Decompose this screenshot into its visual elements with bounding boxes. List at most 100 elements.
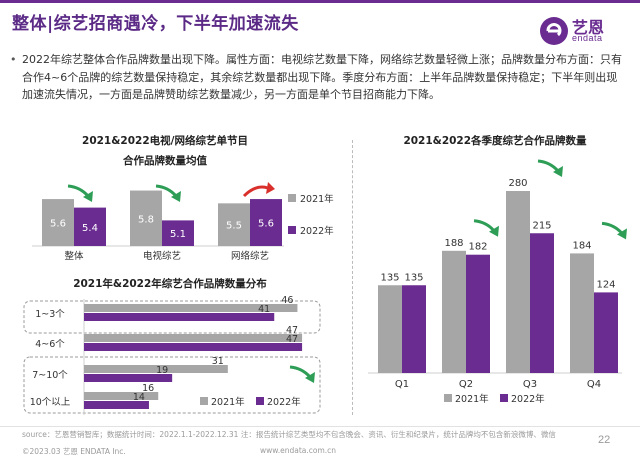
chart3-legend-swatch-0 — [444, 394, 452, 402]
chart2-legend-label-1: 2022年 — [267, 396, 301, 408]
chart3-trend-arrow-1-icon — [473, 219, 496, 232]
chart-divider — [352, 140, 353, 415]
chart1-trend-arrow-0-icon-head — [83, 191, 93, 202]
copyright: ©2023.03 艺恩 ENDATA Inc. — [22, 447, 126, 456]
chart1-bar-电视综艺-2021年 — [130, 190, 162, 246]
chart2-bar-10个以上-2021年 — [84, 392, 159, 400]
chart2-value-7~10个-2022年: 19 — [156, 365, 168, 376]
chart3-bar-Q2-2021年 — [442, 250, 466, 373]
chart3-value-Q1-2022年: 135 — [404, 272, 423, 283]
source-note: source：艺恩营销智库；数据统计时间：2022.1.1-2022.12.31… — [22, 430, 556, 439]
summary-paragraph: • 2022年综艺整体合作品牌数量出现下降。属性方面：电视综艺数量下降，网络综艺… — [10, 51, 628, 104]
chart3-value-Q2-2022年: 182 — [468, 242, 487, 253]
chart2-value-1~3个-2022年: 41 — [258, 304, 270, 315]
chart3-trend-arrow-2-icon-head — [553, 166, 563, 177]
chart3-value-Q4-2021年: 184 — [572, 240, 591, 251]
logo-text-en: endata — [572, 33, 603, 43]
chart1-legend-label-0: 2021年 — [300, 193, 334, 205]
chart3-legend-label-1: 2022年 — [511, 393, 545, 405]
chart3-legend-swatch-1 — [500, 394, 508, 402]
chart2-trend-arrow-icon — [289, 365, 312, 379]
chart3-trend-arrow-3-icon-head — [617, 228, 627, 240]
chart3-bar-Q1-2021年 — [378, 285, 402, 373]
chart1-trend-arrow-0-icon — [67, 184, 90, 198]
chart1-value-整体-2022年: 5.4 — [82, 223, 98, 234]
chart1-xlabel-2: 网络综艺 — [231, 250, 269, 262]
chart2-ylabel-3: 10个以上 — [30, 397, 71, 408]
page-title: 整体|综艺招商遇冷，下半年加速流失 — [12, 14, 299, 34]
chart1-xlabel-0: 整体 — [64, 250, 84, 262]
chart1-trend-arrow-1-icon — [155, 184, 178, 198]
chart2-bar-1~3个-2022年 — [84, 313, 275, 321]
chart2-bar-7~10个-2022年 — [84, 374, 173, 382]
chart2-bar-1~3个-2021年 — [84, 304, 298, 312]
chart1-bar-网络综艺-2021年 — [218, 203, 250, 246]
chart3-value-Q3-2022年: 215 — [532, 220, 551, 231]
chart3-bar-Q4-2022年 — [594, 292, 618, 373]
chart2-value-4~6个-2022年: 47 — [286, 334, 298, 345]
chart1-bar-整体-2022年 — [74, 207, 106, 246]
chart3-trend-arrow-1-icon-head — [489, 225, 499, 237]
logo-text-cn: 艺恩 — [572, 18, 605, 37]
chart2-legend-swatch-1 — [256, 397, 264, 405]
chart1-trend-arrow-2-icon — [242, 185, 269, 198]
website-link[interactable]: www.endata.com.cn — [260, 446, 337, 455]
chart1-bar-网络综艺-2022年 — [250, 199, 282, 246]
chart2-bar-10个以上-2022年 — [84, 401, 149, 409]
chart2-legend-label-0: 2021年 — [211, 396, 245, 408]
chart2-bar-4~6个-2021年 — [84, 334, 303, 342]
chart1-legend-label-1: 2022年 — [300, 225, 334, 237]
chart1-value-网络综艺-2021年: 5.5 — [226, 221, 242, 232]
chart1-value-电视综艺-2021年: 5.8 — [138, 214, 154, 225]
chart3-bar-Q4-2021年 — [570, 253, 594, 373]
chart3-value-Q2-2021年: 188 — [444, 238, 463, 249]
chart3-bar-Q3-2022年 — [530, 233, 554, 373]
chart3-bar-Q1-2022年 — [402, 285, 426, 373]
chart3-value-Q1-2021年: 135 — [380, 272, 399, 283]
chart2-bar-4~6个-2022年 — [84, 343, 303, 351]
endata-logo-icon — [540, 17, 568, 45]
chart1-xlabel-1: 电视综艺 — [143, 250, 181, 262]
page-number: 22 — [598, 434, 611, 446]
chart1-value-电视综艺-2022年: 5.1 — [170, 229, 186, 240]
chart3-bar-Q2-2022年 — [466, 254, 490, 373]
chart3-trend-arrow-2-icon — [537, 159, 560, 173]
chart2-legend-swatch-0 — [200, 397, 208, 405]
chart1-legend-swatch-1 — [288, 226, 296, 234]
chart2-bar-7~10个-2021年 — [84, 365, 228, 373]
top-accent-bar — [0, 0, 640, 3]
chart1-bar-电视综艺-2022年 — [162, 220, 194, 246]
chart1-title-line2: 合作品牌数量均值 — [122, 154, 207, 167]
chart3-value-Q4-2022年: 124 — [596, 279, 615, 290]
chart1-value-整体-2021年: 5.6 — [50, 219, 66, 230]
chart2-trend-arrow-icon-head — [305, 372, 315, 383]
brand-logo: 艺恩 endata — [540, 14, 632, 48]
chart2-value-10个以上-2022年: 14 — [133, 392, 145, 403]
chart1-trend-arrow-2-icon-head — [266, 182, 275, 194]
summary-text: 2022年综艺整体合作品牌数量出现下降。属性方面：电视综艺数量下降，网络综艺数量… — [22, 53, 622, 101]
chart3-trend-arrow-3-icon — [601, 221, 624, 235]
chart1-bar-整体-2021年 — [42, 199, 74, 246]
chart2-value-7~10个-2021年: 31 — [212, 356, 224, 367]
chart3-xlabel-3: Q4 — [587, 379, 601, 390]
chart1-legend-swatch-0 — [288, 194, 296, 202]
chart3-value-Q3-2021年: 280 — [508, 178, 527, 189]
chart3-title: 2021&2022各季度综艺合作品牌数量 — [403, 134, 587, 147]
chart2-value-1~3个-2021年: 46 — [281, 295, 293, 306]
chart3-legend-label-0: 2021年 — [455, 393, 489, 405]
chart1-title-line1: 2021&2022电视/网络综艺单节目 — [82, 134, 248, 147]
chart2-ylabel-0: 1~3个 — [35, 309, 65, 320]
chart1-value-网络综艺-2022年: 5.6 — [258, 219, 274, 230]
chart2-ylabel-1: 4~6个 — [35, 339, 65, 350]
chart-quarterly-brands: 2021&2022各季度综艺合作品牌数量 135 135 Q1 188 182 Q2 280… — [368, 134, 627, 405]
chart-avg-brands-per-show: 2021&2022电视/网络综艺单节目 合作品牌数量均值 5.6 5.4 整体 5.8… — [32, 134, 334, 262]
highlight-box-bottom — [23, 356, 321, 414]
chart1-trend-arrow-1-icon-head — [171, 191, 181, 202]
chart3-xlabel-0: Q1 — [395, 379, 409, 390]
chart2-ylabel-2: 7~10个 — [32, 370, 68, 381]
chart3-xlabel-1: Q2 — [459, 379, 473, 390]
chart3-xlabel-2: Q3 — [523, 379, 537, 390]
bullet-icon: • — [10, 53, 17, 66]
chart2-value-10个以上-2021年: 16 — [142, 383, 154, 394]
